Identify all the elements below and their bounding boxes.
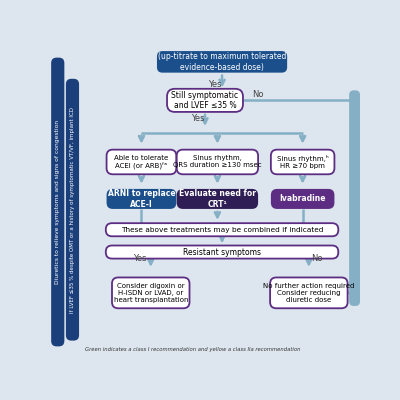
FancyBboxPatch shape xyxy=(270,278,348,308)
FancyBboxPatch shape xyxy=(157,51,287,73)
FancyBboxPatch shape xyxy=(106,246,338,258)
Text: No: No xyxy=(252,90,264,98)
Text: (up-titrate to maximum tolerated
evidence-based dose): (up-titrate to maximum tolerated evidenc… xyxy=(158,52,286,72)
Text: Resistant symptoms: Resistant symptoms xyxy=(183,248,261,256)
Text: If LVEF ≤35 % despite OMT or a history of symptomatic VT/VF, implant ICD: If LVEF ≤35 % despite OMT or a history o… xyxy=(70,107,75,313)
Text: No further action required
Consider reducing
diuretic dose: No further action required Consider redu… xyxy=(263,283,354,303)
Text: Yes: Yes xyxy=(133,254,147,263)
Text: Diuretics to relieve symptoms and signs of congestion: Diuretics to relieve symptoms and signs … xyxy=(55,120,60,284)
FancyBboxPatch shape xyxy=(167,89,243,112)
Text: Sinus rhythm,
QRS duration ≥130 msec: Sinus rhythm, QRS duration ≥130 msec xyxy=(173,156,262,168)
FancyBboxPatch shape xyxy=(66,79,79,341)
FancyBboxPatch shape xyxy=(51,58,64,346)
Text: ARNI to replace
ACE-I: ARNI to replace ACE-I xyxy=(108,189,175,209)
Text: Yes: Yes xyxy=(208,80,221,89)
Text: No: No xyxy=(311,254,322,263)
Text: Able to tolerate
ACEI (or ARB)ᶠᵃ: Able to tolerate ACEI (or ARB)ᶠᵃ xyxy=(114,155,168,169)
FancyBboxPatch shape xyxy=(106,150,176,174)
FancyBboxPatch shape xyxy=(177,150,258,174)
Text: Yes: Yes xyxy=(191,114,205,123)
Text: Consider digoxin or
H-ISDN or LVAD, or
heart transplantation: Consider digoxin or H-ISDN or LVAD, or h… xyxy=(114,283,188,303)
FancyBboxPatch shape xyxy=(112,278,190,308)
Text: Sinus rhythm,ʰ
HR ≥70 bpm: Sinus rhythm,ʰ HR ≥70 bpm xyxy=(277,155,328,169)
FancyBboxPatch shape xyxy=(106,223,338,236)
FancyBboxPatch shape xyxy=(271,150,334,174)
Text: Ivabradine: Ivabradine xyxy=(279,194,326,204)
FancyBboxPatch shape xyxy=(177,189,258,209)
FancyBboxPatch shape xyxy=(349,90,360,306)
Text: These above treatments may be combined if indicated: These above treatments may be combined i… xyxy=(121,227,323,233)
FancyBboxPatch shape xyxy=(271,189,334,209)
FancyBboxPatch shape xyxy=(106,189,176,209)
Text: Evaluate need for
CRT¹: Evaluate need for CRT¹ xyxy=(179,189,256,209)
Text: Green indicates a class I recommendation and yellow a class IIa recommendation: Green indicates a class I recommendation… xyxy=(85,347,300,352)
Text: Still symptomatic
and LVEF ≤35 %: Still symptomatic and LVEF ≤35 % xyxy=(172,91,238,110)
